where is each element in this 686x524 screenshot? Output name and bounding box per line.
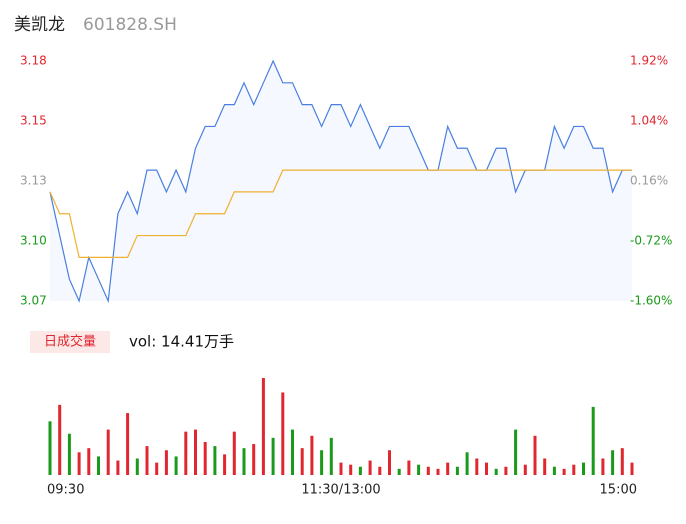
- volume-bar: [562, 468, 566, 475]
- volume-bar: [310, 435, 314, 475]
- volume-bar: [126, 413, 130, 475]
- volume-bar: [194, 429, 197, 475]
- stock-name: 美凯龙: [14, 15, 65, 35]
- y2-tick-label: -0.72%: [630, 234, 672, 248]
- x-tick-label: 11:30/13:00: [301, 483, 380, 498]
- y2-tick-label: -1.60%: [630, 294, 672, 308]
- volume-bar: [475, 458, 479, 475]
- y-tick-label: 3.13: [20, 174, 47, 188]
- volume-bar: [388, 450, 391, 475]
- price-area: [50, 61, 632, 301]
- volume-legend: 日成交量: [44, 334, 96, 350]
- y2-tick-label: 1.92%: [630, 54, 668, 68]
- volume-bar: [552, 466, 556, 475]
- volume-bar: [601, 458, 605, 475]
- stock-code: 601828.SH: [83, 15, 177, 35]
- volume-bar: [48, 421, 52, 475]
- volume-bar: [446, 462, 450, 475]
- volume-bar: [203, 441, 207, 475]
- volume-bar: [291, 429, 294, 475]
- volume-bar: [271, 437, 275, 475]
- volume-bar: [378, 466, 382, 475]
- volume-bar: [455, 466, 459, 475]
- volume-bar: [213, 446, 217, 475]
- volume-bar: [465, 452, 469, 475]
- volume-bar: [514, 429, 518, 475]
- y-tick-label: 3.15: [20, 114, 47, 128]
- volume-bar: [174, 456, 178, 475]
- volume-bar: [67, 433, 71, 475]
- volume-bar: [87, 448, 91, 475]
- volume-bar: [135, 458, 139, 475]
- volume-bar: [543, 458, 547, 475]
- volume-bar: [611, 450, 615, 475]
- volume-bar: [620, 448, 624, 475]
- volume-bar: [426, 466, 430, 475]
- volume-bar: [155, 462, 159, 475]
- volume-bar: [116, 460, 120, 475]
- y-tick-label: 3.07: [20, 294, 47, 308]
- volume-bar: [58, 404, 62, 475]
- volume-bar: [494, 468, 498, 475]
- y2-tick-label: 0.16%: [630, 174, 668, 188]
- volume-bar: [485, 462, 488, 475]
- volume-bar: [349, 464, 353, 475]
- y2-tick-label: 1.04%: [630, 114, 668, 128]
- volume-bar: [407, 460, 411, 475]
- volume-bar: [572, 464, 576, 475]
- volume-bar: [339, 462, 343, 475]
- x-tick-label: 15:00: [600, 483, 637, 498]
- volume-bar: [436, 468, 440, 475]
- y-tick-label: 3.10: [20, 234, 47, 248]
- series-line: [49, 169, 632, 258]
- volume-bar: [630, 462, 634, 475]
- volume-bar: [242, 448, 246, 475]
- volume-bar: [523, 464, 527, 475]
- x-tick-label: 09:30: [47, 483, 84, 498]
- volume-bar: [320, 450, 324, 475]
- volume-bar: [97, 456, 100, 475]
- volume-bar: [281, 392, 285, 475]
- volume-bar: [223, 454, 227, 475]
- volume-bar: [77, 452, 81, 475]
- legend-box: [30, 331, 110, 353]
- volume-bar: [300, 448, 304, 475]
- volume-bar: [417, 464, 421, 475]
- volume-bar: [397, 468, 401, 475]
- volume-bar: [504, 466, 508, 475]
- volume-bar: [252, 444, 256, 475]
- y-tick-label: 3.18: [20, 54, 47, 68]
- volume-bar: [164, 450, 168, 475]
- volume-bar: [106, 429, 110, 475]
- volume-total: vol: 14.41万手: [129, 333, 234, 351]
- volume-bar: [145, 446, 149, 475]
- volume-bar: [358, 466, 362, 475]
- volume-bar: [368, 460, 372, 475]
- volume-bar: [184, 431, 188, 475]
- volume-bar: [591, 406, 595, 475]
- volume-bar: [329, 437, 333, 475]
- volume-bar: [232, 431, 236, 475]
- volume-bar: [582, 462, 585, 475]
- volume-bar: [261, 378, 265, 475]
- volume-bar: [533, 435, 537, 475]
